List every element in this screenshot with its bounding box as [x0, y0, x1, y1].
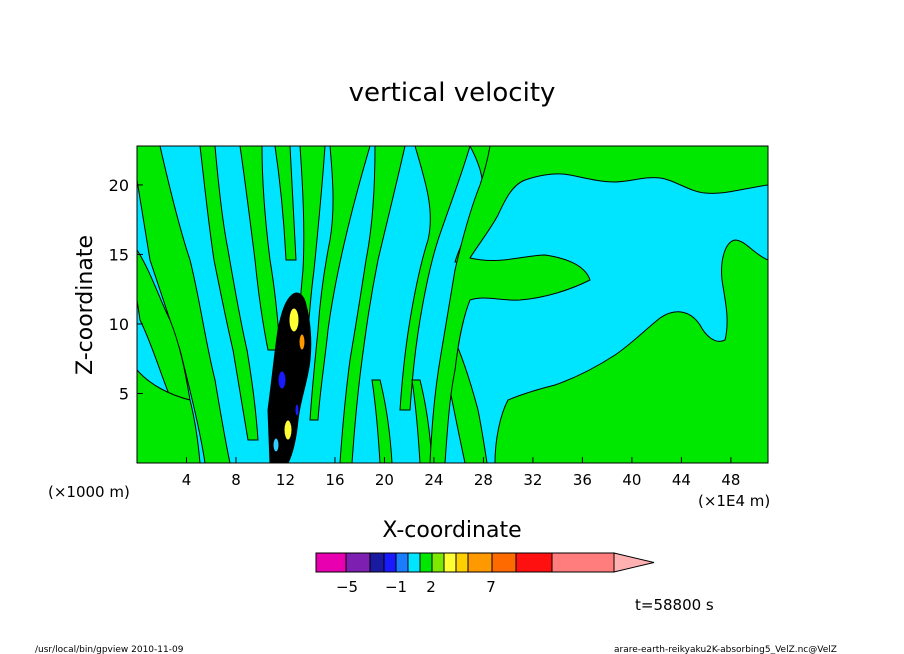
x-tick-label: 36: [573, 471, 592, 489]
colorbar-swatch: [455, 552, 469, 573]
x-tick-label: 32: [523, 471, 542, 489]
time-label: t=58800 s: [635, 596, 714, 614]
colorbar-tick-label: 7: [486, 578, 496, 596]
x-tick-label: 40: [622, 471, 641, 489]
x-tick-label: 20: [375, 471, 394, 489]
x-tick-label: 44: [672, 471, 691, 489]
plot-area: [137, 146, 768, 463]
y-tick-label: 5: [119, 384, 129, 403]
right-positive-region: [494, 239, 768, 463]
colorbar-swatch: [383, 552, 397, 573]
colorbar-swatch: [551, 552, 615, 573]
colorbar-tick-label: −1: [385, 578, 407, 596]
x-tick-label: 12: [276, 471, 295, 489]
x-tick-label: 48: [721, 471, 740, 489]
y-tick-label: 20: [109, 176, 129, 195]
colorbar-swatch: [395, 552, 409, 573]
x-tick-label: 8: [231, 471, 241, 489]
x-unit-right-label: (×1E4 m): [698, 492, 770, 510]
x-tick-label: 16: [325, 471, 344, 489]
x-axis-title: X-coordinate: [382, 518, 521, 543]
colorbar-swatch: [315, 552, 347, 573]
colorbar-swatch: [407, 552, 421, 573]
colorbar-swatch: [491, 552, 517, 573]
x-tick-label: 24: [424, 471, 443, 489]
convective-core: [267, 292, 312, 463]
colorbar-extension-arrow: [613, 552, 655, 573]
x-tick-label: 28: [474, 471, 493, 489]
y-tick-label: 10: [109, 315, 129, 334]
colorbar-swatch: [515, 552, 553, 573]
colorbar-swatch: [419, 552, 433, 573]
y-axis: 5 10 15 20: [109, 176, 143, 403]
y-axis-title: Z-coordinate: [73, 235, 98, 375]
footer-left: /usr/local/bin/gpview 2010-11-09: [35, 645, 184, 654]
chart-title: vertical velocity: [349, 78, 556, 108]
colorbar-swatch: [467, 552, 493, 573]
plot-frame: [136, 145, 769, 464]
upper-positive-region: [429, 146, 768, 463]
colorbar-swatch: [431, 552, 445, 573]
colorbar-swatch: [369, 552, 385, 573]
colorbar-swatch: [345, 552, 371, 573]
colorbar-tick-label: 2: [426, 578, 436, 596]
x-unit-left-label: (×1000 m): [48, 483, 130, 501]
x-axis: 4 8 12 16 20 24 28 32 36 40 44 48: [182, 457, 740, 489]
y-tick-label: 15: [109, 245, 129, 264]
colorbar: [315, 552, 655, 573]
footer-right: arare-earth-reikyaku2K-absorbing5_VelZ.n…: [614, 645, 837, 654]
x-tick-label: 4: [182, 471, 192, 489]
colorbar-labels: −5 −1 2 7: [336, 578, 496, 596]
colorbar-tick-label: −5: [336, 578, 358, 596]
colorbar-swatch: [443, 552, 457, 573]
